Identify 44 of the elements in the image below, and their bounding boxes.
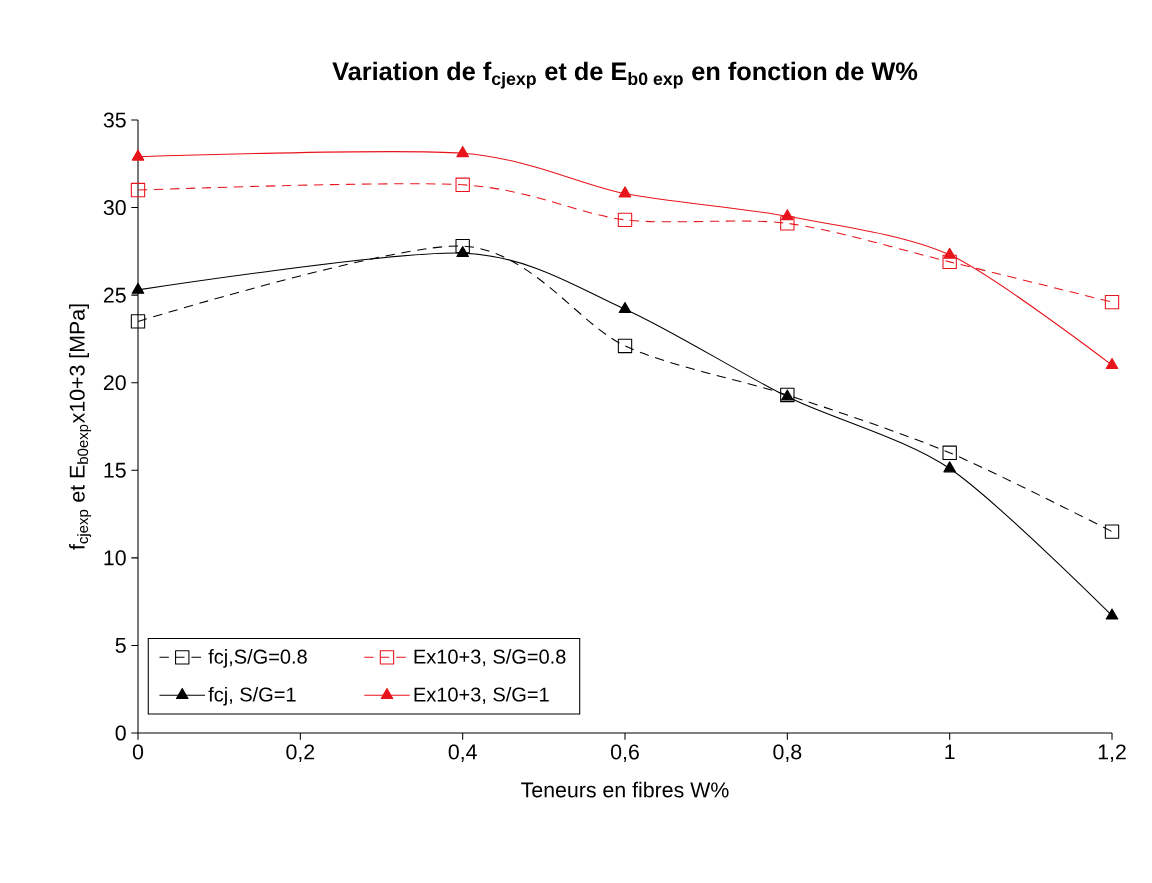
point xyxy=(455,177,470,192)
point xyxy=(455,238,470,254)
x-axis-title: Teneurs en fibres W% xyxy=(521,781,729,798)
x-tick-label: 0 xyxy=(132,744,144,760)
y-tick-label: 20 xyxy=(103,375,126,391)
point xyxy=(942,254,957,270)
point xyxy=(618,186,632,198)
point xyxy=(617,212,633,228)
y-axis-title: f$_{cjexp}$ et E$_{b0exp}$x10+3 [MPa] xyxy=(69,304,92,550)
point xyxy=(456,245,469,257)
x-tick-label: 0,6 xyxy=(611,744,639,762)
legend-label: Ex10+3, S/G=0.8 xyxy=(414,649,566,667)
point xyxy=(1105,357,1119,370)
y-tick-label: 15 xyxy=(104,462,126,478)
point xyxy=(131,149,145,161)
x-tick-label: 0,4 xyxy=(448,744,477,762)
y-tick-label: 35 xyxy=(103,112,126,128)
x-tick-label: 0,2 xyxy=(286,744,315,762)
legend-label: fcj,S/G=0.8 xyxy=(208,649,307,668)
y-tick-label: 30 xyxy=(103,200,126,216)
point xyxy=(943,247,956,259)
point xyxy=(1105,608,1119,620)
point xyxy=(618,301,632,314)
point xyxy=(130,182,146,198)
point xyxy=(456,146,469,158)
legend-label: fcj, S/G=1 xyxy=(208,686,296,706)
point xyxy=(942,445,957,460)
x-tick-label: 0,8 xyxy=(773,744,802,762)
point xyxy=(780,216,795,231)
point xyxy=(130,314,146,329)
point xyxy=(131,282,145,294)
x-tick-label: 1,2 xyxy=(1098,744,1126,762)
y-tick-label: 5 xyxy=(115,637,126,653)
point xyxy=(1104,524,1120,539)
x-tick-label: 1 xyxy=(945,744,955,760)
point xyxy=(943,461,956,473)
y-tick-label: 0 xyxy=(115,725,126,741)
point xyxy=(1104,294,1120,310)
point xyxy=(781,209,794,221)
chart-title: $\text{Variation de f}_{\text{cjexp}}\text{ et de E}_{\text{b0 exp}}\text{ en fonction de W\%}$ xyxy=(332,61,918,89)
y-tick-label: 25 xyxy=(103,287,126,303)
legend-label: Ex10+3, S/G=1 xyxy=(414,686,549,704)
y-tick-label: 10 xyxy=(104,550,126,566)
point xyxy=(617,338,633,354)
